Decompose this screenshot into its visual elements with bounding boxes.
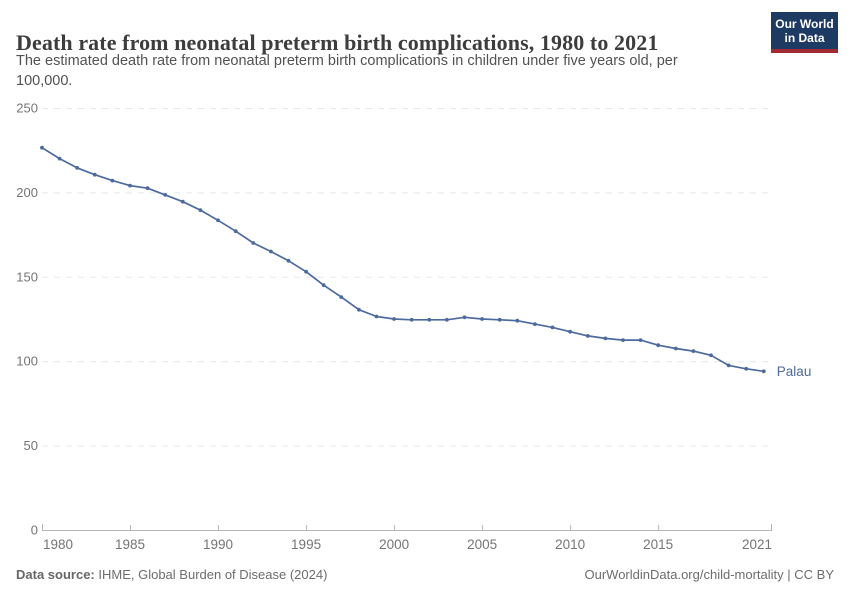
data-point[interactable] [585,334,590,338]
data-point[interactable] [427,317,432,322]
y-axis-tick-label: 0 [31,523,38,538]
data-point[interactable] [761,369,766,374]
data-point[interactable] [40,145,44,150]
y-axis-tick-label: 100 [16,354,38,369]
data-point[interactable] [709,353,713,358]
x-axis-tick-label: 2015 [643,537,673,552]
data-point[interactable] [286,258,291,263]
data-point[interactable] [621,338,625,342]
data-point[interactable] [497,317,502,322]
y-axis-tick-label: 250 [16,101,38,116]
data-source: Data source: IHME, Global Burden of Dise… [16,567,327,582]
owid-logo-line2: in Data [784,30,825,45]
data-line-palau[interactable] [41,146,765,373]
page-title: Death rate from neonatal preterm birth c… [16,29,659,55]
data-point[interactable] [198,208,203,213]
data-point[interactable] [445,317,449,322]
x-axis-tick-label: 2021 [742,537,772,552]
data-point[interactable] [216,218,220,223]
data-point[interactable] [392,317,396,321]
data-point[interactable] [515,318,520,323]
x-axis-tick-label: 1995 [291,537,321,552]
series-end-label[interactable]: Palau [777,364,812,379]
owid-logo-line1: Our World [775,17,834,31]
data-point[interactable] [163,193,168,197]
data-point[interactable] [374,314,379,319]
data-point[interactable] [269,249,273,254]
data-point[interactable] [656,343,661,348]
data-point[interactable] [533,322,537,326]
data-point[interactable] [92,172,97,177]
data-point[interactable] [145,186,150,191]
data-point[interactable] [128,183,132,188]
data-point[interactable] [673,346,678,351]
x-axis-tick-label: 1985 [115,537,145,552]
data-point[interactable] [57,156,62,161]
data-point[interactable] [75,166,80,170]
attribution-link[interactable]: OurWorldinData.org/child-mortality | CC … [584,567,835,582]
data-point[interactable] [603,336,608,341]
chart-subtitle: The estimated death rate from neonatal p… [16,53,678,89]
data-point[interactable] [744,366,749,371]
data-point[interactable] [409,317,414,322]
data-point[interactable] [638,338,643,342]
x-axis-tick-label: 2000 [379,537,409,552]
y-axis-tick-label: 50 [24,438,38,453]
data-source-label: Data source: [16,567,95,582]
data-point[interactable] [726,363,731,368]
chart-footer: Data source: IHME, Global Burden of Dise… [16,567,834,582]
data-source-value: IHME, Global Burden of Disease (2024) [98,567,328,582]
data-point[interactable] [462,315,467,320]
data-point[interactable] [321,283,326,288]
data-point[interactable] [110,178,115,183]
x-axis-tick-label: 2010 [555,537,585,552]
data-point[interactable] [233,229,238,234]
data-point[interactable] [304,269,308,274]
data-point[interactable] [251,241,256,245]
x-axis-tick-label: 1980 [43,537,73,552]
data-point[interactable] [568,329,572,334]
x-axis-tick-label: 1990 [203,537,233,552]
x-axis-tick-label: 2005 [467,537,497,552]
y-axis-tick-label: 200 [16,185,38,200]
data-point[interactable] [339,295,344,299]
data-point[interactable] [357,307,361,312]
data-point[interactable] [480,317,484,321]
data-point[interactable] [550,325,555,330]
y-axis-tick-label: 150 [16,269,38,284]
owid-logo[interactable]: Our World in Data [771,12,838,53]
data-point[interactable] [691,349,696,353]
data-point[interactable] [180,199,185,204]
